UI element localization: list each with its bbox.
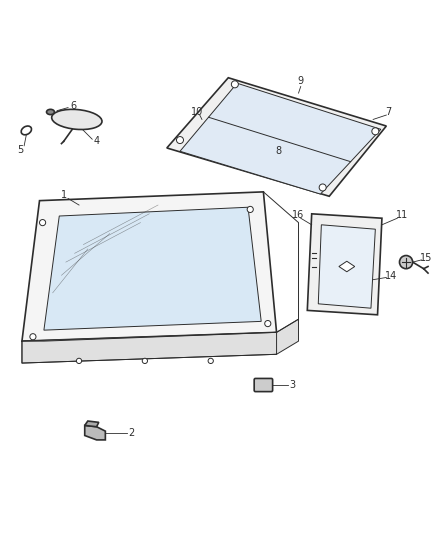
Polygon shape	[166, 78, 385, 196]
Polygon shape	[22, 192, 276, 341]
Circle shape	[318, 184, 325, 191]
Circle shape	[142, 358, 147, 364]
Circle shape	[30, 334, 36, 340]
Polygon shape	[22, 319, 298, 363]
Polygon shape	[85, 421, 99, 427]
Text: 6: 6	[71, 101, 77, 111]
Circle shape	[264, 320, 270, 327]
Ellipse shape	[46, 109, 54, 115]
Text: 10: 10	[191, 107, 203, 117]
Polygon shape	[307, 214, 381, 315]
Circle shape	[176, 136, 183, 143]
Text: 2: 2	[128, 429, 134, 438]
Polygon shape	[44, 207, 261, 330]
Text: 14: 14	[384, 271, 396, 281]
Text: 4: 4	[93, 136, 99, 147]
FancyBboxPatch shape	[254, 378, 272, 392]
Text: 3: 3	[288, 380, 294, 390]
Text: 11: 11	[395, 209, 407, 220]
Text: 15: 15	[419, 253, 431, 263]
Ellipse shape	[52, 109, 102, 130]
Text: 7: 7	[385, 107, 391, 117]
Circle shape	[76, 358, 81, 364]
Ellipse shape	[21, 126, 32, 135]
Circle shape	[399, 255, 412, 269]
Circle shape	[39, 220, 46, 225]
Circle shape	[231, 81, 238, 88]
Circle shape	[208, 358, 213, 364]
Polygon shape	[338, 261, 354, 272]
Text: 8: 8	[275, 147, 281, 157]
Circle shape	[371, 128, 378, 135]
Circle shape	[247, 206, 253, 213]
Polygon shape	[318, 225, 374, 308]
Polygon shape	[180, 83, 380, 194]
Text: 16: 16	[292, 209, 304, 220]
Polygon shape	[85, 425, 105, 440]
Text: 1: 1	[60, 190, 67, 200]
Text: 9: 9	[297, 76, 303, 86]
Text: 5: 5	[17, 145, 23, 155]
